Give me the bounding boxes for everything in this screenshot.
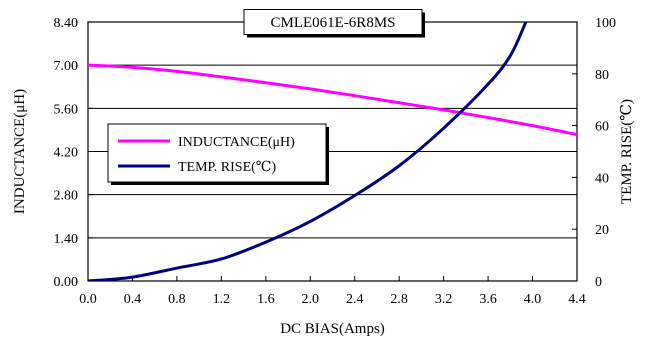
y-right-tick-label: 20 bbox=[595, 223, 609, 238]
y-right-axis-title: TEMP. RISE(℃) bbox=[619, 99, 635, 204]
y-left-tick-label: 1.40 bbox=[54, 232, 79, 247]
y-left-tick-label: 7.00 bbox=[54, 59, 79, 74]
x-tick-label: 4.0 bbox=[524, 292, 542, 307]
x-axis-tick-labels: 0.0 0.4 0.8 1.2 1.6 2.0 2.4 2.8 3.2 3.6 4.0 4.4 bbox=[79, 292, 586, 307]
x-tick-label: 2.8 bbox=[390, 292, 408, 307]
x-tick-label: 4.4 bbox=[568, 292, 586, 307]
y-right-tick-label: 80 bbox=[595, 68, 609, 83]
legend: INDUCTANCE(μH) TEMP. RISE(℃) bbox=[107, 123, 329, 185]
y-right-tick-label: 60 bbox=[595, 120, 609, 135]
y-right-axis-tick-labels: 0 20 40 60 80 100 bbox=[595, 16, 616, 290]
y-left-tick-label: 8.40 bbox=[54, 16, 79, 31]
x-tick-label: 1.6 bbox=[257, 292, 275, 307]
y-left-tick-label: 0.00 bbox=[54, 275, 79, 290]
series-lines bbox=[88, 22, 577, 281]
x-tick-label: 0.4 bbox=[124, 292, 142, 307]
legend-item-inductance: INDUCTANCE(μH) bbox=[118, 135, 295, 150]
chart-title: CMLE061E-6R8MS bbox=[270, 15, 395, 31]
y-left-tick-label: 2.80 bbox=[54, 189, 79, 204]
y-left-axis-tick-labels: 0.00 1.40 2.80 4.20 5.60 7.00 8.40 bbox=[54, 16, 79, 290]
chart-title-box: CMLE061E-6R8MS bbox=[243, 9, 425, 38]
legend-label: TEMP. RISE(℃) bbox=[178, 160, 276, 175]
series-line-inductance bbox=[88, 63, 577, 137]
x-tick-label: 3.6 bbox=[479, 292, 497, 307]
y-right-tick-label: 0 bbox=[595, 275, 602, 290]
y-left-tick-label: 4.20 bbox=[54, 146, 79, 161]
y-right-tick-label: 40 bbox=[595, 171, 609, 186]
y-left-tick-label: 5.60 bbox=[54, 102, 79, 117]
y-right-tick-label: 100 bbox=[595, 16, 616, 31]
x-tick-label: 3.2 bbox=[435, 292, 453, 307]
series-line-temp-rise bbox=[88, 22, 528, 281]
x-axis-title: DC BIAS(Amps) bbox=[280, 321, 385, 337]
y-left-axis-title: INDUCTANCE(μH) bbox=[12, 89, 28, 214]
x-tick-label: 1.2 bbox=[213, 292, 231, 307]
x-tick-label: 2.4 bbox=[346, 292, 364, 307]
tick-marks bbox=[87, 21, 578, 282]
x-tick-label: 0.0 bbox=[79, 292, 97, 307]
x-tick-label: 2.0 bbox=[302, 292, 320, 307]
x-tick-label: 0.8 bbox=[168, 292, 186, 307]
legend-item-temp-rise: TEMP. RISE(℃) bbox=[118, 160, 276, 175]
legend-label: INDUCTANCE(μH) bbox=[178, 135, 295, 150]
